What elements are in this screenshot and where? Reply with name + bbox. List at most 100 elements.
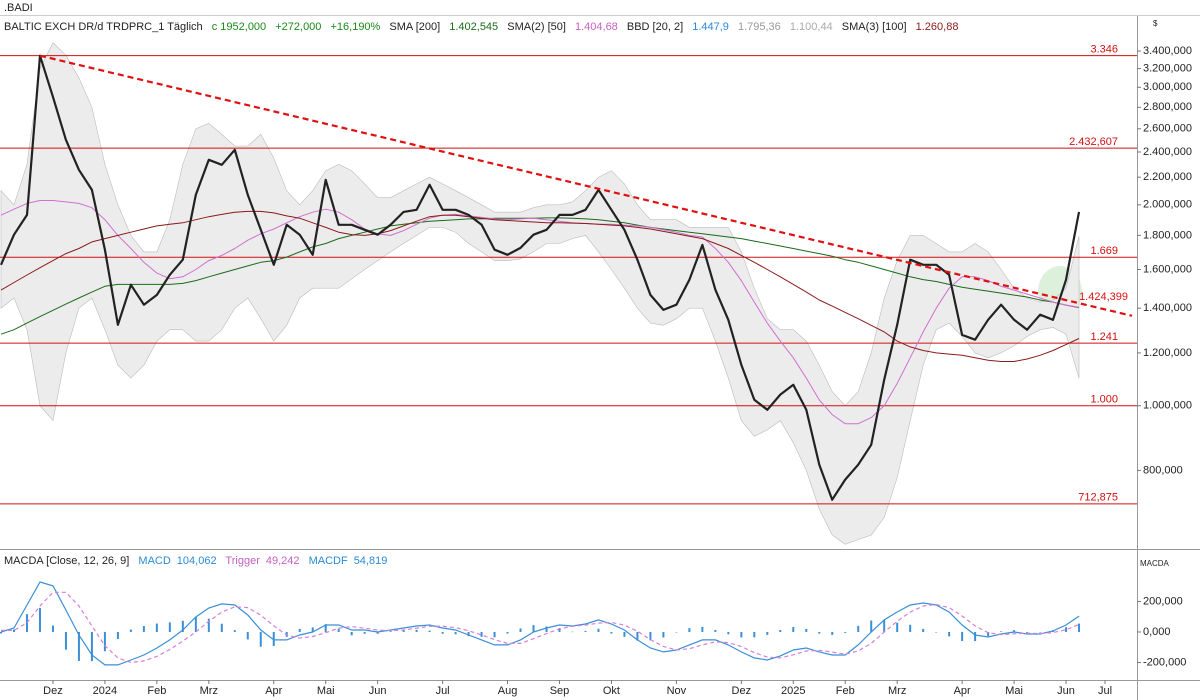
histogram-bar bbox=[155, 623, 158, 632]
histogram-bar bbox=[389, 631, 392, 632]
histogram-bar bbox=[727, 631, 730, 635]
symbol: .BADI bbox=[4, 2, 33, 14]
x-tick-label: Mrz bbox=[888, 685, 906, 697]
legend-close: c 1952,000 bbox=[211, 21, 267, 33]
histogram-bar bbox=[38, 607, 41, 632]
histogram-bar bbox=[0, 631, 2, 634]
macd-legend: MACDA [Close, 12, 26, 9] MACD 104,062 Tri… bbox=[4, 555, 393, 567]
histogram-bar bbox=[909, 624, 912, 632]
y-tick-label: 1.200,000 bbox=[1143, 347, 1192, 359]
histogram-bar bbox=[519, 628, 522, 632]
histogram-bar bbox=[90, 631, 93, 662]
histogram-bar bbox=[337, 628, 340, 632]
histogram-bar bbox=[350, 631, 353, 636]
legend-value: 54,819 bbox=[353, 555, 388, 567]
histogram-bar bbox=[311, 627, 314, 632]
x-tick-label: Jul bbox=[1098, 685, 1112, 697]
macd-axis-label: MACDA bbox=[1140, 559, 1170, 568]
legend-name: BBD [20, 2] bbox=[626, 21, 684, 33]
x-tick-label: Aug bbox=[498, 685, 518, 697]
histogram-bar bbox=[402, 629, 405, 632]
histogram-bar bbox=[1000, 631, 1003, 632]
legend-name: Trigger bbox=[225, 555, 260, 567]
histogram-bar bbox=[649, 631, 652, 641]
histogram-bar bbox=[298, 628, 301, 632]
y-tick-label: 2.800,000 bbox=[1143, 101, 1192, 113]
main-panel bbox=[0, 42, 1137, 545]
histogram-bar bbox=[116, 631, 119, 639]
x-tick-label: Mai bbox=[317, 685, 335, 697]
y-tick-label: -200,000 bbox=[1143, 656, 1186, 668]
level-label: 1.000 bbox=[1090, 394, 1118, 406]
x-tick-label: 2024 bbox=[93, 685, 117, 697]
histogram-bar bbox=[103, 631, 106, 652]
histogram-bar bbox=[857, 625, 860, 632]
y-tick-label: 3.200,000 bbox=[1143, 63, 1192, 75]
histogram-bar bbox=[168, 622, 171, 632]
y-tick-label: 2.400,000 bbox=[1143, 146, 1192, 158]
histogram-bar bbox=[844, 631, 847, 633]
histogram-bar bbox=[467, 631, 470, 637]
main-legend: BALTIC EXCH DR/d TRDPRC_1 Täglich c 1952… bbox=[4, 21, 964, 33]
histogram-bar bbox=[935, 631, 938, 633]
histogram-bar bbox=[493, 631, 496, 638]
legend-value: 1.402,545 bbox=[449, 21, 499, 33]
histogram-bar bbox=[376, 631, 379, 634]
legend-change-pct: +16,190% bbox=[330, 21, 381, 33]
histogram-bar bbox=[571, 631, 574, 633]
histogram-bar bbox=[896, 622, 899, 632]
histogram-bar bbox=[194, 617, 197, 632]
x-tick-label: Jun bbox=[369, 685, 387, 697]
histogram-bar bbox=[610, 631, 613, 634]
histogram-bar bbox=[246, 631, 249, 640]
y-tick-label: 3.400,000 bbox=[1143, 45, 1192, 57]
histogram-bar bbox=[792, 627, 795, 632]
y-tick-label: 1.600,000 bbox=[1143, 263, 1192, 275]
histogram-bar bbox=[181, 620, 184, 632]
histogram-bar bbox=[753, 631, 756, 638]
y-tick-label: 2.600,000 bbox=[1143, 123, 1192, 135]
legend-name: MACD bbox=[138, 555, 171, 567]
histogram-bar bbox=[454, 631, 457, 635]
histogram-bar bbox=[272, 631, 275, 646]
histogram-bar bbox=[623, 631, 626, 637]
series-line bbox=[0, 210, 1080, 362]
histogram-bar bbox=[1026, 631, 1029, 633]
x-tick-label: Apr bbox=[265, 685, 282, 697]
trendline bbox=[39, 54, 1133, 317]
legend-value: 104,062 bbox=[176, 555, 217, 567]
legend-name: SMA(3) [100] bbox=[841, 21, 907, 33]
histogram-bar bbox=[324, 624, 327, 632]
histogram-bar bbox=[233, 630, 236, 632]
y-tick-label: 200,000 bbox=[1143, 595, 1183, 607]
histogram-bar bbox=[831, 631, 834, 635]
x-tick-label: Feb bbox=[147, 685, 166, 697]
y-tick-label: 0,000 bbox=[1143, 626, 1171, 638]
currency: $ bbox=[1153, 19, 1158, 28]
x-tick-label: Okt bbox=[603, 685, 620, 697]
legend-change: +272,000 bbox=[275, 21, 322, 33]
trendline-label: 1.424,399 bbox=[1079, 291, 1128, 303]
histogram-bar bbox=[77, 631, 80, 661]
legend-name: MACDA [Close, 12, 26, 9] bbox=[4, 555, 130, 567]
legend-value: 1.447,9 bbox=[692, 21, 729, 33]
x-tick-label: Sep bbox=[550, 685, 570, 697]
legend-name: SMA(2) [50] bbox=[507, 21, 566, 33]
legend-name: BALTIC EXCH DR/d TRDPRC_1 Täglich bbox=[4, 21, 203, 33]
histogram-bar bbox=[870, 620, 873, 632]
histogram-bar bbox=[415, 629, 418, 632]
histogram-bar bbox=[961, 631, 964, 641]
histogram-bar bbox=[220, 623, 223, 632]
y-tick-label: 1.400,000 bbox=[1143, 302, 1192, 314]
x-tick-label: Nov bbox=[667, 685, 687, 697]
y-tick-label: 2.000,000 bbox=[1143, 199, 1192, 211]
histogram-bar bbox=[1065, 627, 1068, 632]
series-line bbox=[0, 217, 1080, 335]
level-label: 3.346 bbox=[1090, 44, 1118, 56]
histogram-bar bbox=[922, 628, 925, 632]
histogram-bar bbox=[532, 625, 535, 632]
y-tick-label: 1.800,000 bbox=[1143, 229, 1192, 241]
histogram-bar bbox=[558, 628, 561, 632]
histogram-bar bbox=[974, 631, 977, 642]
